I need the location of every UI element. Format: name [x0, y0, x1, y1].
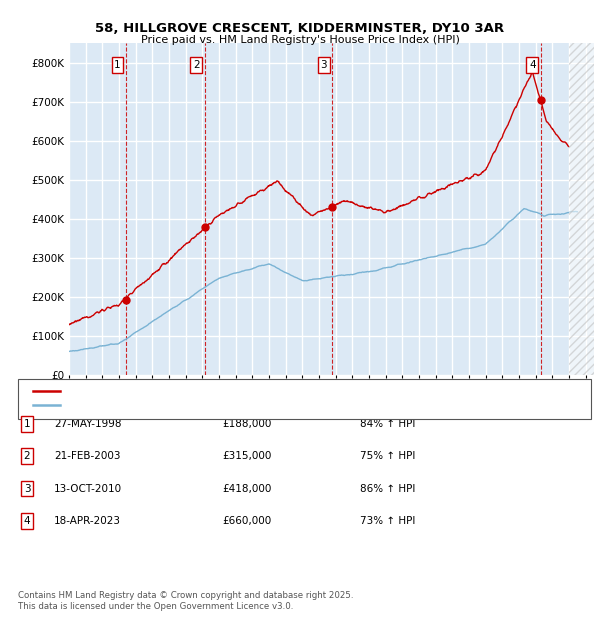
Text: 75% ↑ HPI: 75% ↑ HPI: [360, 451, 415, 461]
Text: Price paid vs. HM Land Registry's House Price Index (HPI): Price paid vs. HM Land Registry's House …: [140, 35, 460, 45]
Text: HPI: Average price, detached house, Wyre Forest: HPI: Average price, detached house, Wyre…: [66, 400, 305, 410]
Text: 18-APR-2023: 18-APR-2023: [54, 516, 121, 526]
Text: 4: 4: [23, 516, 31, 526]
Text: 27-MAY-1998: 27-MAY-1998: [54, 419, 121, 429]
Text: 1: 1: [23, 419, 31, 429]
Text: 21-FEB-2003: 21-FEB-2003: [54, 451, 121, 461]
Text: Contains HM Land Registry data © Crown copyright and database right 2025.: Contains HM Land Registry data © Crown c…: [18, 590, 353, 600]
Text: 13-OCT-2010: 13-OCT-2010: [54, 484, 122, 494]
Text: 86% ↑ HPI: 86% ↑ HPI: [360, 484, 415, 494]
Text: 58, HILLGROVE CRESCENT, KIDDERMINSTER, DY10 3AR: 58, HILLGROVE CRESCENT, KIDDERMINSTER, D…: [95, 22, 505, 35]
Text: 3: 3: [23, 484, 31, 494]
Text: £660,000: £660,000: [222, 516, 271, 526]
Text: 2: 2: [193, 60, 200, 70]
Text: 58, HILLGROVE CRESCENT, KIDDERMINSTER, DY10 3AR (detached house): 58, HILLGROVE CRESCENT, KIDDERMINSTER, D…: [66, 386, 427, 396]
Text: 4: 4: [529, 60, 536, 70]
Text: 1: 1: [114, 60, 121, 70]
Bar: [569, 43, 594, 375]
Text: 73% ↑ HPI: 73% ↑ HPI: [360, 516, 415, 526]
Text: 2: 2: [23, 451, 31, 461]
Text: This data is licensed under the Open Government Licence v3.0.: This data is licensed under the Open Gov…: [18, 602, 293, 611]
Text: £418,000: £418,000: [222, 484, 271, 494]
Text: 3: 3: [320, 60, 327, 70]
Text: £188,000: £188,000: [222, 419, 271, 429]
Text: £315,000: £315,000: [222, 451, 271, 461]
Text: 84% ↑ HPI: 84% ↑ HPI: [360, 419, 415, 429]
